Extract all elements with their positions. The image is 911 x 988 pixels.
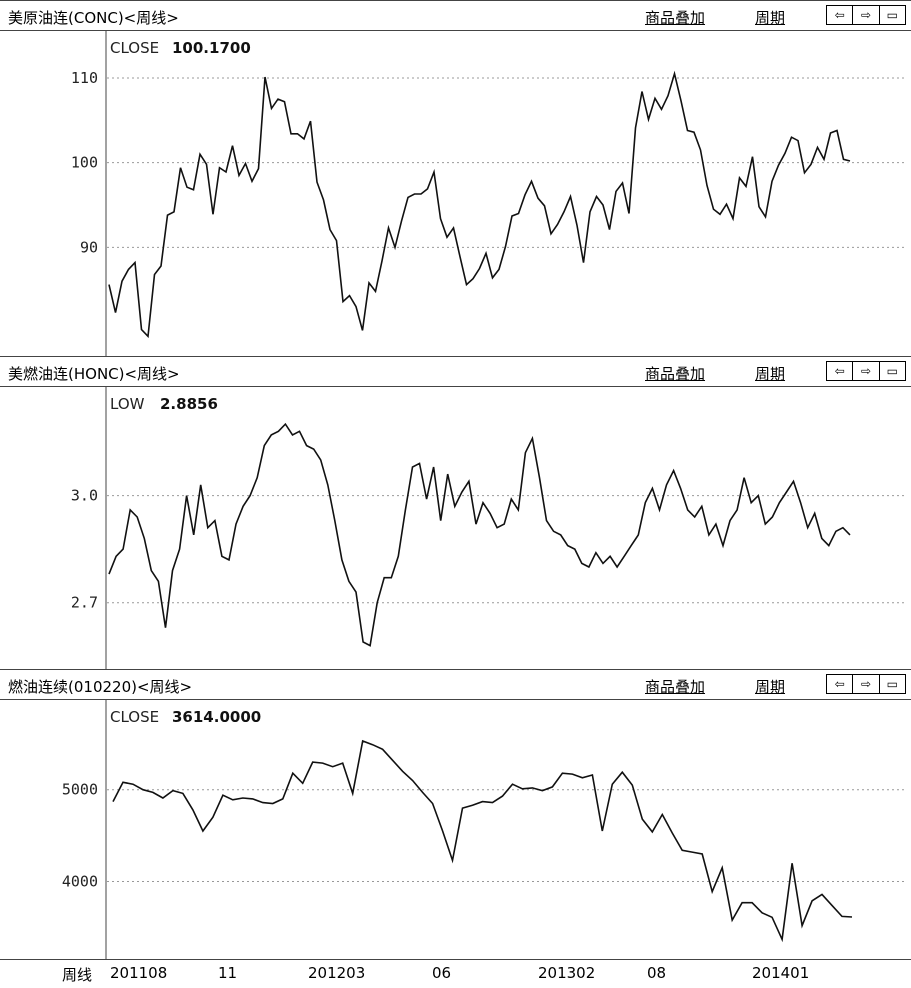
panel-header: 美原油连(CONC)<周线> 商品叠加 周期 ⇦ ⇨ ▭ bbox=[0, 1, 911, 31]
overlay-menu-link[interactable]: 商品叠加 bbox=[645, 678, 706, 696]
current-value-label: 3614.0000 bbox=[172, 708, 261, 726]
panel-title: 美燃油连(HONC)<周线> bbox=[8, 365, 180, 383]
chart-panel-3: 燃油连续(010220)<周线> 商品叠加 周期 ⇦ ⇨ ▭ 5000 4000 … bbox=[0, 669, 911, 960]
overlay-menu-link[interactable]: 商品叠加 bbox=[645, 9, 706, 27]
nav-button-group: ⇦ ⇨ ▭ bbox=[826, 361, 906, 381]
nav-button-group: ⇦ ⇨ ▭ bbox=[826, 674, 906, 694]
x-tick-label: 201401 bbox=[752, 964, 810, 982]
panel-title: 燃油连续(010220)<周线> bbox=[8, 678, 193, 696]
panel-header: 美燃油连(HONC)<周线> 商品叠加 周期 ⇦ ⇨ ▭ bbox=[0, 357, 911, 387]
current-value-label: 100.1700 bbox=[172, 39, 251, 57]
series-line bbox=[108, 70, 851, 339]
x-tick-label: 201203 bbox=[308, 964, 366, 982]
panel-header: 燃油连续(010220)<周线> 商品叠加 周期 ⇦ ⇨ ▭ bbox=[0, 670, 911, 700]
value-name-label: CLOSE bbox=[110, 708, 159, 726]
value-name-label: LOW bbox=[110, 395, 145, 413]
y-tick-label: 90 bbox=[80, 238, 98, 256]
y-tick-label: 4000 bbox=[62, 873, 98, 891]
y-tick-label: 100 bbox=[71, 154, 98, 172]
arrow-left-icon[interactable]: ⇦ bbox=[827, 675, 854, 693]
y-tick-label: 2.7 bbox=[71, 594, 98, 612]
value-name-label: CLOSE bbox=[110, 39, 159, 57]
series-line bbox=[112, 739, 853, 943]
period-menu-link[interactable]: 周期 bbox=[755, 9, 786, 27]
x-tick-label: 201108 bbox=[110, 964, 168, 982]
x-tick-label: 11 bbox=[218, 964, 238, 982]
arrow-left-icon[interactable]: ⇦ bbox=[827, 362, 854, 380]
y-tick-label: 110 bbox=[71, 69, 98, 87]
x-axis-unit-label: 周线 bbox=[62, 966, 93, 984]
x-tick-label: 06 bbox=[432, 964, 452, 982]
price-chart-plot: 110 100 90 CLOSE 100.1700 bbox=[71, 31, 906, 357]
x-axis: 周线 201108 11 201203 06 201302 08 201401 bbox=[0, 959, 911, 988]
arrow-right-icon[interactable]: ⇨ bbox=[853, 6, 880, 24]
x-tick-label: 201302 bbox=[538, 964, 596, 982]
layout-toggle-icon[interactable]: ▭ bbox=[886, 364, 898, 378]
price-chart-plot: 3.0 2.7 LOW 2.8856 bbox=[71, 387, 906, 670]
y-tick-label: 3.0 bbox=[71, 487, 98, 505]
price-chart-plot: 5000 4000 CLOSE 3614.0000 bbox=[62, 700, 906, 960]
x-tick-label: 08 bbox=[647, 964, 667, 982]
overlay-menu-link[interactable]: 商品叠加 bbox=[645, 365, 706, 383]
period-menu-link[interactable]: 周期 bbox=[755, 678, 786, 696]
period-menu-link[interactable]: 周期 bbox=[755, 365, 786, 383]
nav-button-group: ⇦ ⇨ ▭ bbox=[826, 5, 906, 25]
y-tick-label: 5000 bbox=[62, 781, 98, 799]
arrow-left-icon[interactable]: ⇦ bbox=[827, 6, 854, 24]
panel-title: 美原油连(CONC)<周线> bbox=[8, 9, 179, 27]
layout-toggle-icon[interactable]: ▭ bbox=[886, 8, 898, 22]
series-line bbox=[108, 422, 851, 647]
current-value-label: 2.8856 bbox=[160, 395, 218, 413]
arrow-right-icon[interactable]: ⇨ bbox=[853, 362, 880, 380]
arrow-right-icon[interactable]: ⇨ bbox=[853, 675, 880, 693]
chart-panel-1: 美原油连(CONC)<周线> 商品叠加 周期 ⇦ ⇨ ▭ 110 100 90 CL… bbox=[0, 0, 911, 357]
layout-toggle-icon[interactable]: ▭ bbox=[886, 677, 898, 691]
chart-panel-2: 美燃油连(HONC)<周线> 商品叠加 周期 ⇦ ⇨ ▭ 3.0 2.7 LOW … bbox=[0, 356, 911, 670]
